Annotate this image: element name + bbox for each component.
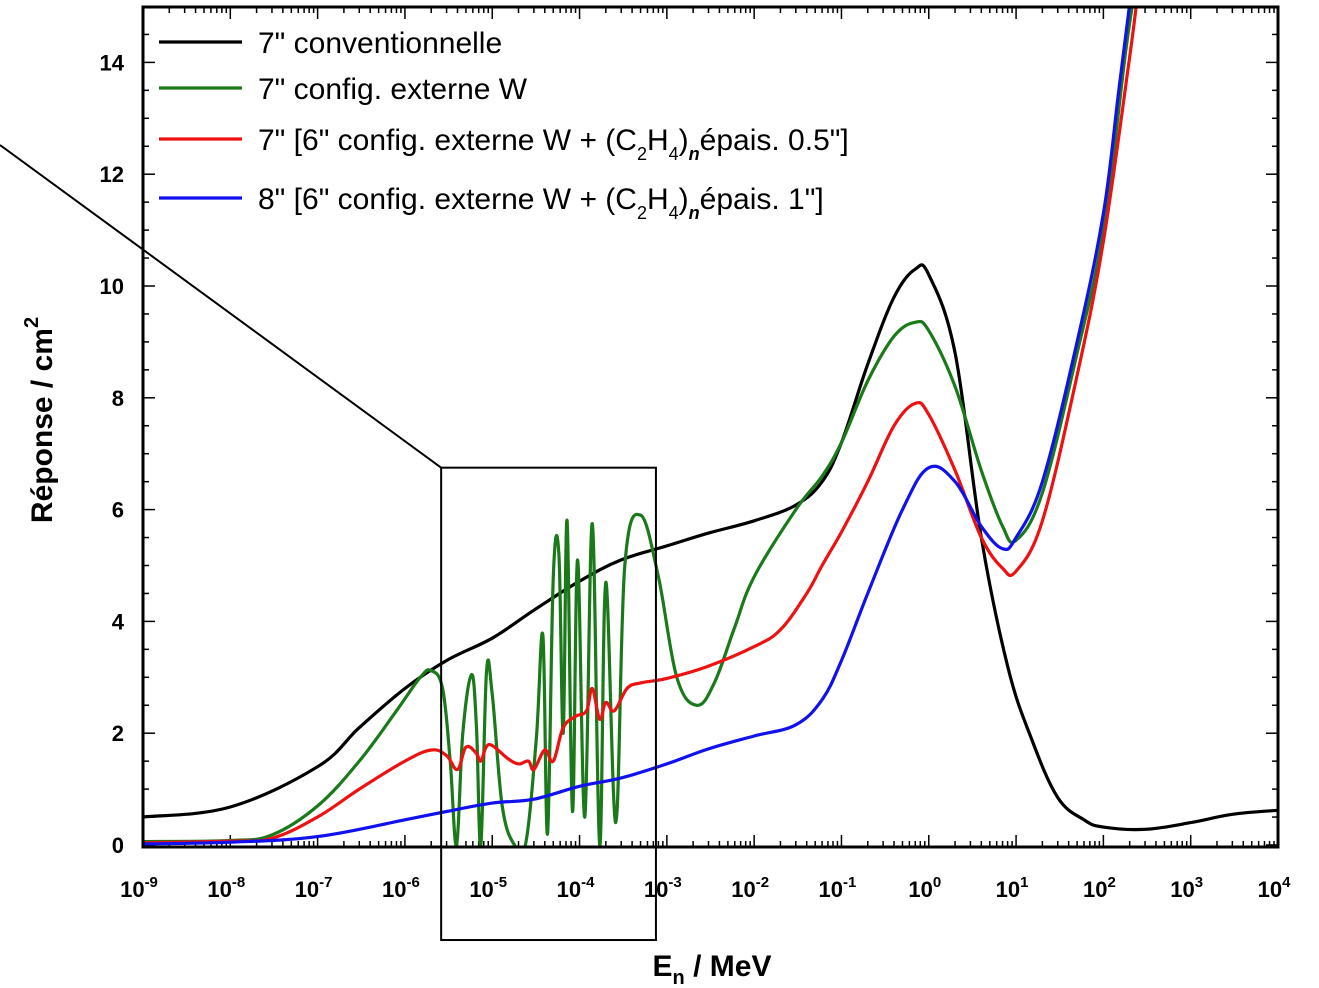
x-tick-label: 10-3 [644,874,682,902]
y-tick-label: 4 [112,609,125,634]
x-tick-label: 10-5 [469,874,507,902]
y-tick-label: 6 [112,498,124,523]
zoom-box [440,466,657,942]
x-tick-label: 100 [908,874,941,902]
x-tick-label: 10-7 [295,874,333,902]
legend-label-4: 8" [6" config. externe W + (C2H4)népais.… [258,183,824,223]
series-line-4 [143,7,1131,846]
x-tick-label: 10-8 [207,874,245,902]
x-tick-label: 10-6 [382,874,420,902]
y-tick-label: 10 [100,274,124,299]
x-tick-label: 10-4 [557,874,595,902]
x-tick-label: 104 [1258,874,1291,902]
legend-label-1: 7" conventionnelle [258,27,502,60]
x-axis-title: En / MeV [653,950,772,988]
x-tick-label: 10-9 [120,874,158,902]
x-tick-label: 10-1 [819,874,857,902]
tick-labels: 10-9 10-8 10-7 10-6 10-5 10-4 10-3 10-2 10-1 100 1… [100,50,1292,902]
x-tick-label: 101 [996,874,1029,902]
series-line-2 [143,7,1134,847]
y-tick-label: 8 [112,386,124,411]
x-tick-label: 10-2 [731,874,769,902]
zoom-annotation [0,144,657,942]
y-axis-title: Réponse / cm2 [21,317,59,523]
series-line-1 [143,263,1278,832]
y-tick-label: 14 [100,50,125,75]
legend: 7" conventionnelle 7" config. externe W 7"… [159,27,849,223]
plot-frame [141,5,1280,849]
series-line-3 [143,7,1138,845]
y-tick-label: 2 [112,721,124,746]
x-tick-label: 102 [1083,874,1116,902]
y-tick-label: 12 [100,162,124,187]
series-layer [143,7,1278,847]
y-tick-label: 0 [112,833,124,858]
legend-label-3: 7" [6" config. externe W + (C2H4)népais.… [258,124,849,164]
legend-label-2: 7" config. externe W [258,73,528,106]
zoom-connector-line [0,144,442,469]
x-tick-label: 103 [1170,874,1203,902]
